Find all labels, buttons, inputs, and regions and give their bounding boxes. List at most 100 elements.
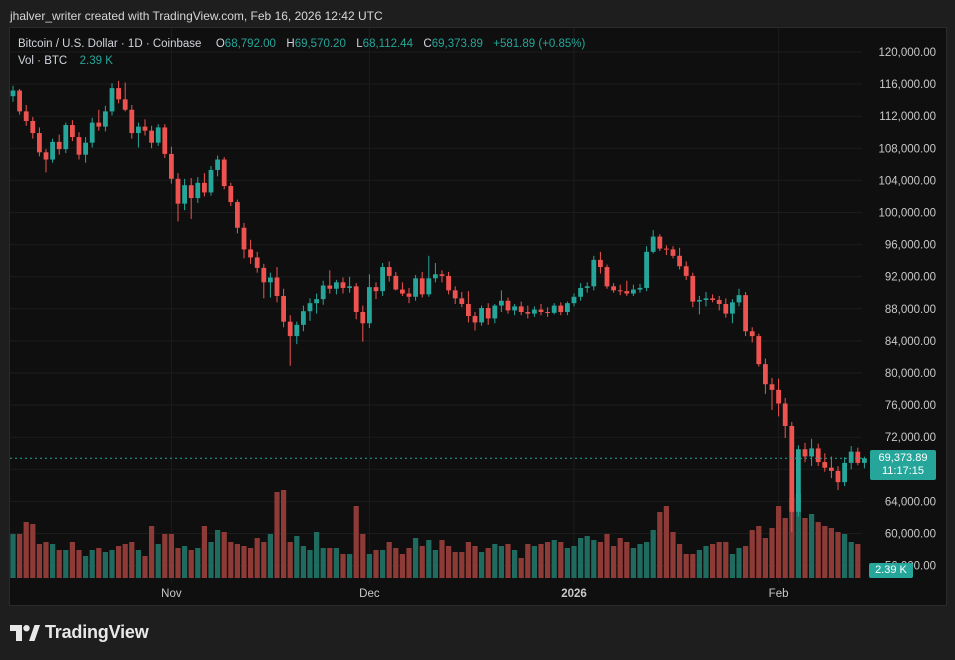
candlestick-chart[interactable]: 120,000.00 116,000.00 112,000.00 108,000.00… xyxy=(10,28,946,605)
open-value: 68,792.00 xyxy=(224,38,276,50)
symbol-label[interactable]: Bitcoin / U.S. Dollar · 1D · Coinbase xyxy=(18,38,202,50)
candle-body xyxy=(76,137,82,155)
candle-body xyxy=(221,159,227,187)
volume-bar xyxy=(743,546,749,578)
candle-body xyxy=(367,287,372,324)
candle-body xyxy=(208,169,214,193)
volume-bar xyxy=(142,556,148,578)
volume-bar xyxy=(162,534,168,578)
candle-body xyxy=(565,303,570,313)
candle-body xyxy=(215,159,220,170)
volume-bar xyxy=(802,518,808,578)
volume-bar xyxy=(604,534,610,578)
volume-bar xyxy=(149,526,155,578)
volume-bar xyxy=(842,534,848,578)
volume-label[interactable]: Vol · BTC xyxy=(18,55,68,67)
volume-bar xyxy=(432,550,438,578)
candle-body xyxy=(129,109,135,134)
volume-bar xyxy=(518,558,524,578)
candle-body xyxy=(512,306,517,311)
volume-bar xyxy=(446,546,452,578)
volume-bar xyxy=(320,548,326,578)
candle-body xyxy=(789,425,795,512)
volume-bar xyxy=(399,554,405,578)
candle-body xyxy=(327,285,333,289)
candle-body xyxy=(188,185,194,199)
candle-body xyxy=(637,287,643,290)
volume-bar xyxy=(776,506,782,578)
volume-bar xyxy=(650,530,656,578)
candle-body xyxy=(716,299,722,304)
candle-body xyxy=(848,451,854,463)
candle-body xyxy=(683,266,689,276)
candle-body xyxy=(202,182,207,193)
volume-bar xyxy=(314,532,320,578)
y-tick-label: 104,000.00 xyxy=(878,175,936,187)
y-tick-label: 96,000.00 xyxy=(885,240,936,252)
ohlc-legend-row: Bitcoin / U.S. Dollar · 1D · Coinbase O6… xyxy=(18,36,585,53)
candle-body xyxy=(459,298,465,304)
volume-bars xyxy=(10,490,861,578)
x-tick-label: Dec xyxy=(359,588,380,600)
candle-body xyxy=(743,295,748,332)
volume-bar xyxy=(23,522,29,578)
candle-body xyxy=(611,286,616,291)
candle-body xyxy=(690,275,696,302)
volume-bar xyxy=(248,548,254,578)
volume-bar xyxy=(538,544,544,578)
volume-bar xyxy=(155,544,161,578)
y-tick-label: 80,000.00 xyxy=(885,368,936,380)
volume-bar xyxy=(129,542,135,578)
candle-body xyxy=(37,133,42,153)
volume-bar xyxy=(795,494,801,578)
candle-body xyxy=(604,267,610,287)
volume-bar xyxy=(234,544,240,578)
candle-body xyxy=(334,282,339,289)
volume-bar xyxy=(789,498,795,578)
volume-badge-value: 2.39 K xyxy=(875,564,907,576)
volume-bar xyxy=(109,550,115,578)
volume-bar xyxy=(531,546,537,578)
low-label: L xyxy=(356,38,363,50)
volume-bar xyxy=(749,530,755,578)
candle-body xyxy=(439,274,445,276)
candle-body xyxy=(103,111,108,127)
candle-body xyxy=(624,291,630,294)
candle-body xyxy=(657,236,663,249)
candle-body xyxy=(631,289,636,294)
candle-body xyxy=(710,298,715,300)
volume-bar xyxy=(485,548,491,578)
volume-bar xyxy=(597,542,603,578)
volume-bar xyxy=(406,548,412,578)
volume-bar xyxy=(723,542,729,578)
volume-bar xyxy=(611,546,617,578)
candle-body xyxy=(505,300,511,311)
volume-bar xyxy=(512,550,518,578)
chart-panel[interactable]: 120,000.00 116,000.00 112,000.00 108,000.00… xyxy=(9,27,947,606)
volume-bar xyxy=(102,552,108,578)
change-value: +581.89 (+0.85%) xyxy=(493,38,586,50)
candle-body xyxy=(89,122,95,143)
tradingview-logo[interactable]: TradingView xyxy=(10,622,149,643)
y-tick-label: 72,000.00 xyxy=(885,432,936,444)
y-tick-label: 60,000.00 xyxy=(885,529,936,541)
volume-bar xyxy=(822,526,828,578)
volume-bar xyxy=(644,542,650,578)
volume-bar xyxy=(116,546,122,578)
y-tick-label: 64,000.00 xyxy=(885,496,936,508)
candle-body xyxy=(551,305,557,313)
volume-bar xyxy=(56,550,62,578)
y-tick-label: 88,000.00 xyxy=(885,304,936,316)
volume-bar xyxy=(182,546,188,578)
volume-bar xyxy=(670,532,676,578)
volume-bar xyxy=(564,548,570,578)
candle-body xyxy=(23,111,29,122)
volume-bar xyxy=(122,544,128,578)
volume-bar xyxy=(736,548,742,578)
volume-bar xyxy=(492,544,498,578)
candle-body xyxy=(769,384,775,390)
last-price-value: 69,373.89 xyxy=(878,452,928,465)
volume-bar xyxy=(578,538,584,578)
volume-bar xyxy=(571,546,577,578)
volume-bar xyxy=(710,544,716,578)
